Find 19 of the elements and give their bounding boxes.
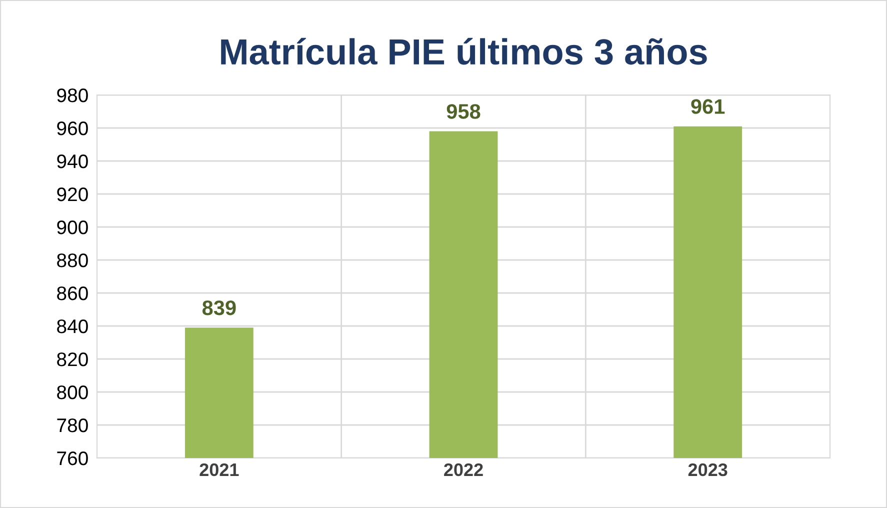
y-tick-label: 960 (57, 121, 88, 136)
y-tick-label: 780 (57, 418, 88, 432)
y-tick-label: 760 (57, 451, 88, 466)
x-tick-label: 2021 (200, 463, 239, 476)
data-label: 958 (446, 104, 480, 119)
y-tick-label: 940 (57, 154, 88, 168)
y-tick-label: 880 (57, 253, 88, 268)
y-tick-label: 900 (57, 220, 88, 234)
y-tick-label: 820 (57, 352, 88, 366)
x-tick-label: 2022 (444, 463, 483, 476)
y-tick-label: 840 (57, 319, 88, 334)
y-tick-label: 800 (57, 385, 88, 400)
chart-title: Matrícula PIE últimos 3 años (221, 38, 707, 65)
y-tick-label: 980 (57, 88, 88, 102)
y-tick-label: 920 (57, 187, 88, 202)
y-tick-label: 860 (57, 286, 88, 300)
x-tick-label: 2023 (688, 463, 728, 476)
data-label: 961 (691, 99, 725, 114)
data-label: 839 (202, 300, 236, 316)
